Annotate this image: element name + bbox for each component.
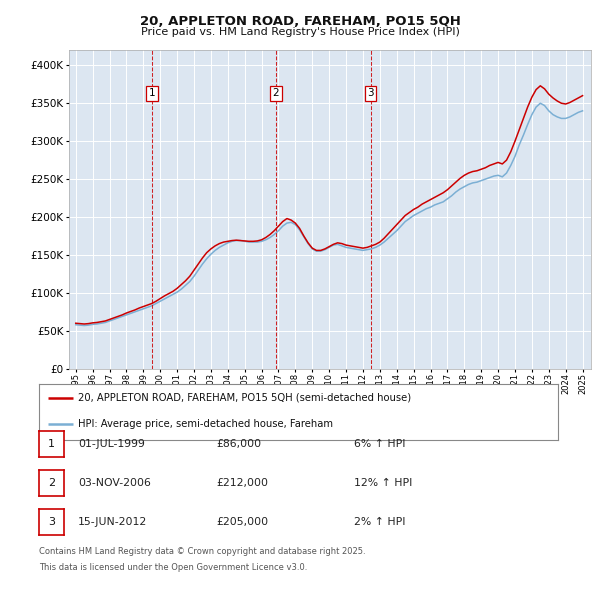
- Text: 20, APPLETON ROAD, FAREHAM, PO15 5QH: 20, APPLETON ROAD, FAREHAM, PO15 5QH: [140, 15, 460, 28]
- Text: 12% ↑ HPI: 12% ↑ HPI: [354, 478, 412, 487]
- Text: 2% ↑ HPI: 2% ↑ HPI: [354, 517, 406, 526]
- Text: 2: 2: [272, 88, 279, 98]
- Text: Price paid vs. HM Land Registry's House Price Index (HPI): Price paid vs. HM Land Registry's House …: [140, 27, 460, 37]
- Text: 01-JUL-1999: 01-JUL-1999: [78, 439, 145, 448]
- Text: 20, APPLETON ROAD, FAREHAM, PO15 5QH (semi-detached house): 20, APPLETON ROAD, FAREHAM, PO15 5QH (se…: [78, 392, 411, 402]
- Text: 03-NOV-2006: 03-NOV-2006: [78, 478, 151, 487]
- Text: 3: 3: [48, 517, 55, 526]
- Text: 3: 3: [367, 88, 374, 98]
- Text: This data is licensed under the Open Government Licence v3.0.: This data is licensed under the Open Gov…: [39, 563, 307, 572]
- Text: 6% ↑ HPI: 6% ↑ HPI: [354, 439, 406, 448]
- Text: 2: 2: [48, 478, 55, 487]
- Text: £212,000: £212,000: [216, 478, 268, 487]
- Text: 1: 1: [48, 439, 55, 448]
- Text: Contains HM Land Registry data © Crown copyright and database right 2025.: Contains HM Land Registry data © Crown c…: [39, 547, 365, 556]
- Text: £86,000: £86,000: [216, 439, 261, 448]
- Text: 15-JUN-2012: 15-JUN-2012: [78, 517, 147, 526]
- Text: HPI: Average price, semi-detached house, Fareham: HPI: Average price, semi-detached house,…: [78, 419, 333, 429]
- Text: £205,000: £205,000: [216, 517, 268, 526]
- Text: 1: 1: [148, 88, 155, 98]
